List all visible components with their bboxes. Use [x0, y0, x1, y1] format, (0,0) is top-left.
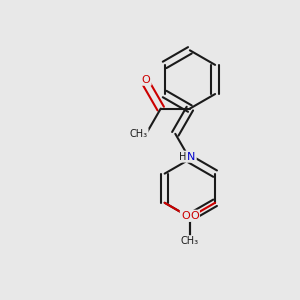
Text: CH₃: CH₃: [181, 236, 199, 246]
Text: O: O: [181, 211, 190, 221]
Text: N: N: [187, 152, 196, 162]
Text: O: O: [190, 211, 199, 221]
Text: H: H: [179, 152, 187, 162]
Text: CH₃: CH₃: [129, 129, 148, 139]
Text: CH₃: CH₃: [181, 236, 199, 246]
Text: O: O: [142, 75, 151, 85]
